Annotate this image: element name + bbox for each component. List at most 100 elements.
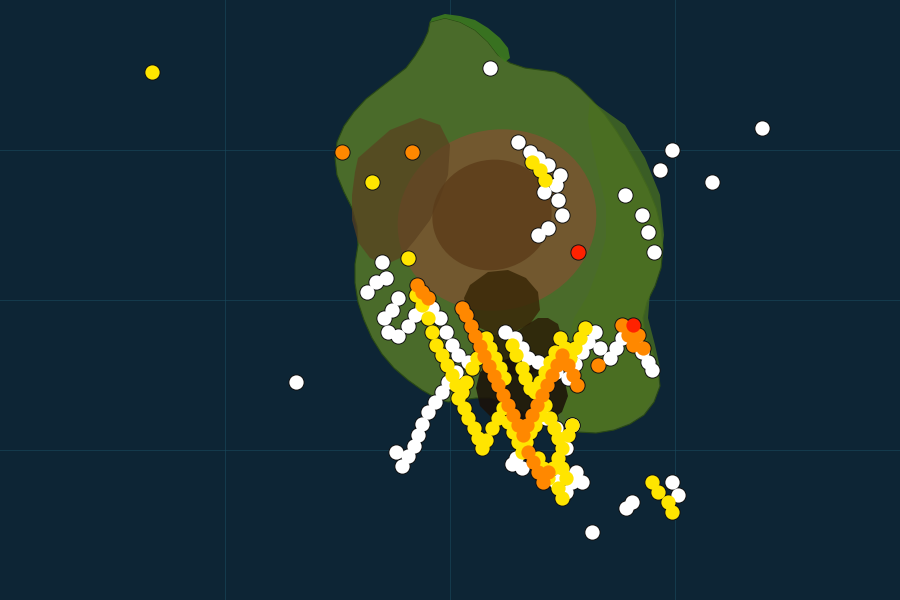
Point <box>491 380 505 390</box>
Point <box>433 313 447 323</box>
Point <box>464 321 478 331</box>
Point <box>451 350 465 360</box>
Point <box>554 433 569 443</box>
Point <box>641 227 655 237</box>
Point <box>374 257 389 267</box>
Point <box>551 195 565 205</box>
Point <box>374 257 389 267</box>
Point <box>531 230 545 240</box>
Point <box>541 160 555 170</box>
Point <box>641 227 655 237</box>
Point <box>551 433 565 443</box>
Point <box>621 323 635 333</box>
Point <box>500 417 515 427</box>
Point <box>515 447 529 457</box>
Point <box>518 373 532 383</box>
Point <box>651 487 665 497</box>
Point <box>520 420 535 430</box>
Point <box>425 303 439 313</box>
Point <box>391 331 405 341</box>
Point <box>145 67 159 77</box>
Point <box>554 210 569 220</box>
Point <box>543 357 557 367</box>
Point <box>568 343 582 353</box>
Point <box>585 527 599 537</box>
Point <box>554 443 569 453</box>
Point <box>541 160 555 170</box>
Point <box>549 180 563 190</box>
Point <box>572 333 587 343</box>
Point <box>554 493 569 503</box>
Point <box>549 423 563 433</box>
Point <box>531 230 545 240</box>
Point <box>565 420 580 430</box>
Point <box>536 463 550 473</box>
Point <box>335 147 349 157</box>
Point <box>541 473 555 483</box>
Point <box>665 507 680 517</box>
Point <box>485 423 500 433</box>
Point <box>415 300 429 310</box>
Point <box>496 390 510 400</box>
Point <box>538 367 553 377</box>
Point <box>415 419 429 429</box>
Point <box>661 497 675 507</box>
Point <box>464 321 478 331</box>
Point <box>549 367 563 377</box>
Point <box>408 310 422 320</box>
Point <box>533 377 547 387</box>
Point <box>505 340 519 350</box>
Point <box>451 350 465 360</box>
Point <box>575 347 590 357</box>
Point <box>496 390 510 400</box>
Point <box>405 147 419 157</box>
Polygon shape <box>335 18 663 433</box>
Point <box>531 467 545 477</box>
Point <box>536 187 551 197</box>
Point <box>445 340 459 350</box>
Point <box>575 477 590 487</box>
Point <box>559 443 573 453</box>
Point <box>505 459 519 469</box>
Point <box>644 365 659 375</box>
Point <box>498 327 512 337</box>
Polygon shape <box>352 118 450 265</box>
Point <box>364 177 379 187</box>
Point <box>565 420 580 430</box>
Point <box>551 483 565 493</box>
Point <box>590 360 605 370</box>
Point <box>425 327 439 337</box>
Point <box>421 293 436 303</box>
Point <box>516 430 530 440</box>
Point <box>619 503 634 513</box>
Point <box>578 323 592 333</box>
Point <box>644 365 659 375</box>
Point <box>493 363 508 373</box>
Point <box>472 341 487 351</box>
Point <box>541 467 555 477</box>
Ellipse shape <box>432 160 552 271</box>
Point <box>539 413 554 423</box>
Point <box>506 427 520 437</box>
Point <box>551 453 565 463</box>
Point <box>459 377 473 387</box>
Point <box>634 210 649 220</box>
Point <box>454 303 469 313</box>
Point <box>521 353 535 363</box>
Point <box>470 353 484 363</box>
Point <box>527 420 542 430</box>
Point <box>551 195 565 205</box>
Point <box>482 63 497 73</box>
Point <box>543 357 557 367</box>
Point <box>553 333 567 343</box>
Point <box>449 380 464 390</box>
Point <box>385 305 400 315</box>
Point <box>421 293 436 303</box>
Point <box>621 330 635 340</box>
Point <box>523 147 537 157</box>
Point <box>545 463 560 473</box>
Point <box>369 277 383 287</box>
Point <box>289 377 303 387</box>
Point <box>549 180 563 190</box>
Point <box>565 477 580 487</box>
